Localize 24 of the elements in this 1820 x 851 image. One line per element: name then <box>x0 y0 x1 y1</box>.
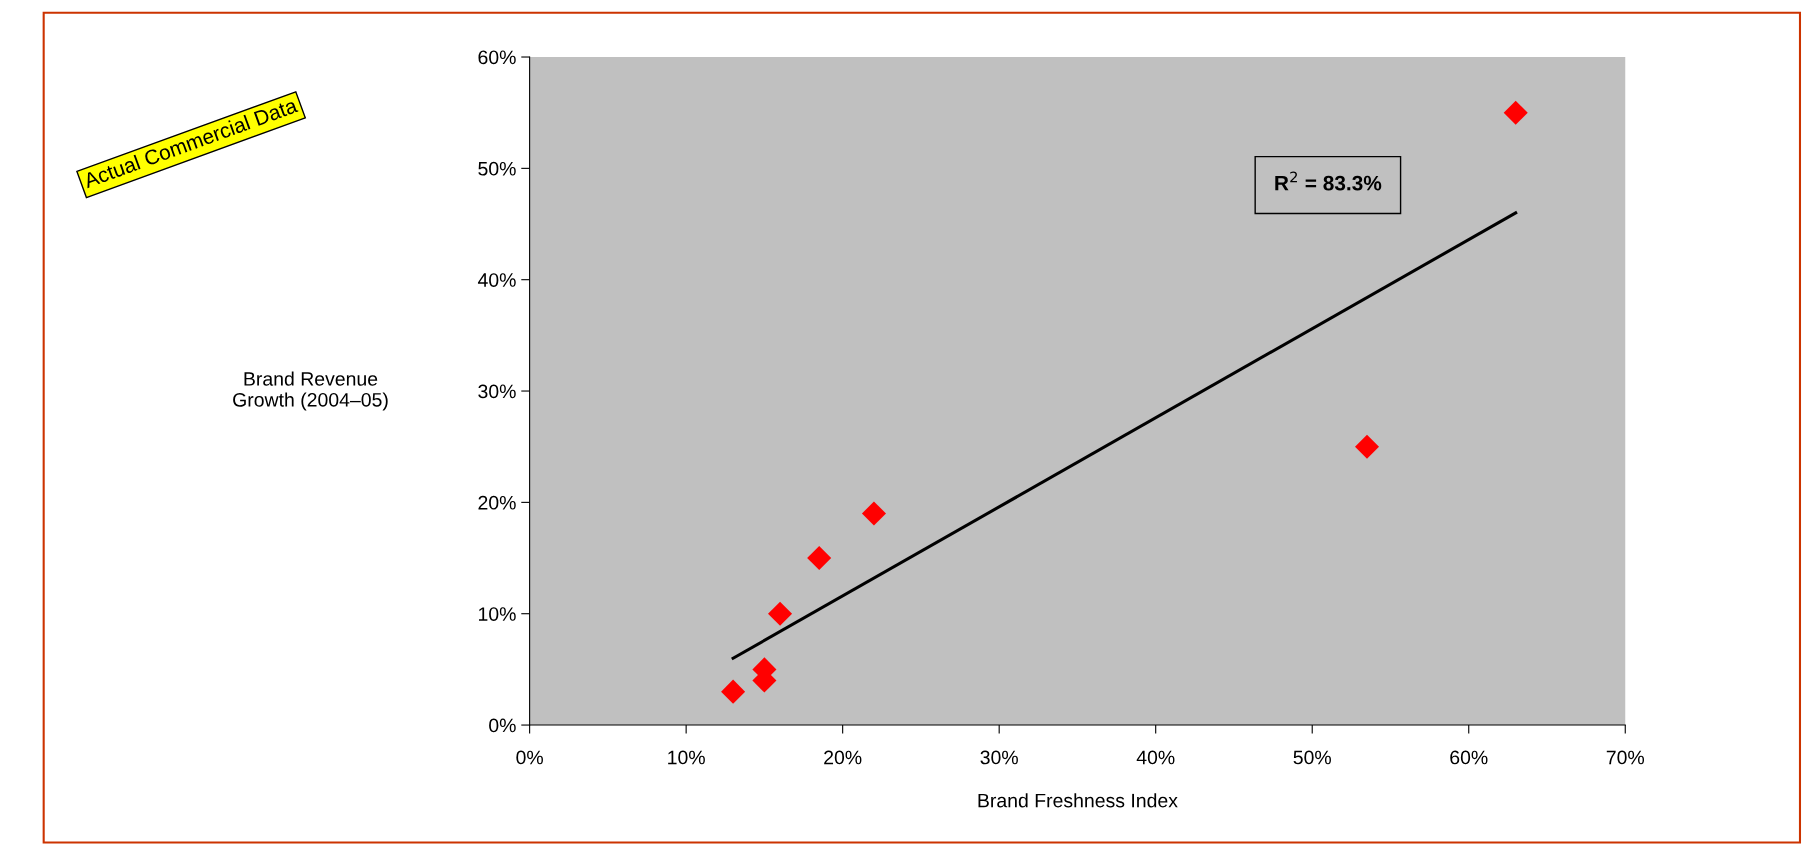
point <box>721 679 746 704</box>
point <box>807 546 832 571</box>
x-tick-label: 60% <box>1450 750 1488 765</box>
x-tick-label: 40% <box>1136 750 1175 765</box>
y-tick-label: 20% <box>478 495 516 510</box>
x-tick-label: 70% <box>1606 750 1645 765</box>
point <box>1354 434 1380 459</box>
x-axis-title: Brand Freshness Index <box>978 793 1178 808</box>
x-tick-label: 50% <box>1293 750 1331 765</box>
point <box>861 501 886 526</box>
x-tick-label: 10% <box>668 750 705 765</box>
x-tick-label: 20% <box>824 750 862 765</box>
y-tick-label: 50% <box>478 161 516 176</box>
y-axis-title: Brand Revenue Growth (2004–05) <box>233 371 388 411</box>
y-tick-label: 30% <box>478 384 516 399</box>
point <box>768 601 793 626</box>
y-tick-label: 40% <box>477 273 516 287</box>
point <box>1503 100 1528 125</box>
x-tick-label: 0% <box>516 750 543 765</box>
y-tick-label: 60% <box>478 50 516 65</box>
y-tick-label: 0% <box>489 718 516 733</box>
y-tick-label: 10% <box>478 607 516 621</box>
annotation: R$^{2}$ = 83.3% <box>1275 171 1382 191</box>
x-tick-label: 30% <box>980 750 1018 765</box>
